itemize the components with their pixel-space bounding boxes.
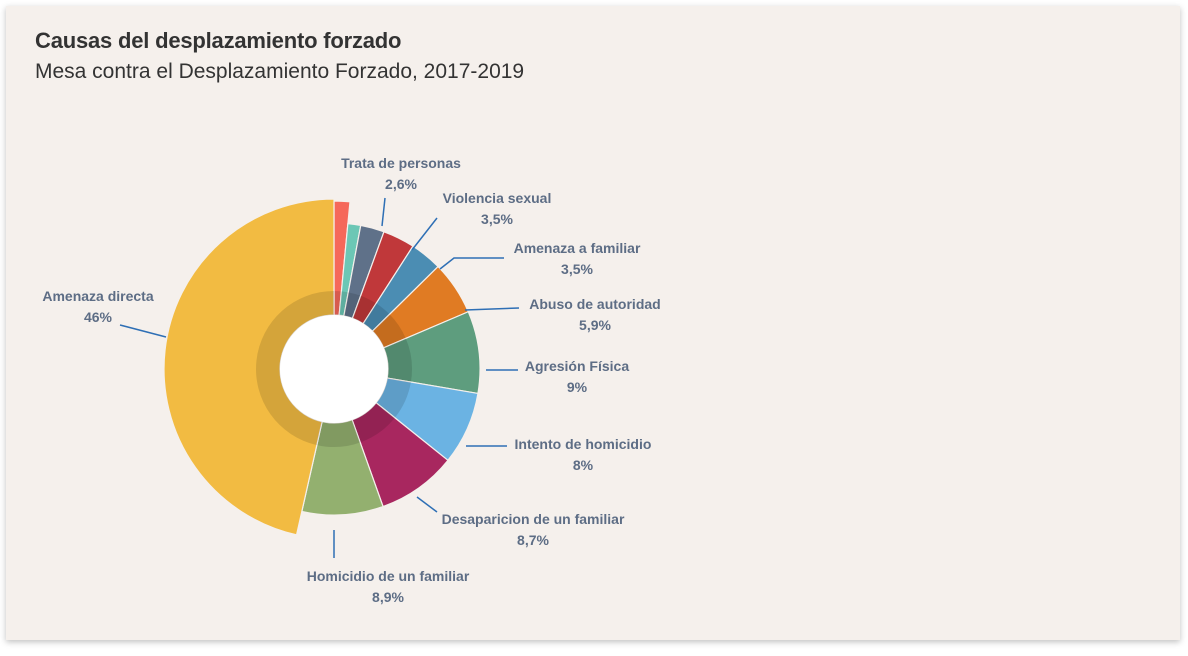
- leader-line: [439, 257, 504, 270]
- pie-slices: [163, 198, 481, 536]
- leader-line: [119, 324, 167, 338]
- slice-label: Homicidio de un familiar: [307, 568, 470, 584]
- slice-value-label: 8,9%: [372, 589, 404, 605]
- chart-subtitle: Mesa contra el Desplazamiento Forzado, 2…: [35, 60, 525, 83]
- pie-slice-inner-band: [352, 295, 377, 324]
- leader-line: [416, 496, 438, 513]
- slice-value-label: 8%: [573, 457, 594, 473]
- slice-label: Abuso de autoridad: [529, 296, 660, 312]
- slice-label: Amenaza directa: [42, 288, 153, 304]
- slice-label: Intento de homicidio: [515, 436, 652, 452]
- pie-slice-inner-band: [372, 314, 406, 348]
- slice-value-label: 3,5%: [561, 261, 593, 277]
- pie-slice-inner-band: [316, 419, 361, 447]
- slice-label: Violencia sexual: [443, 190, 552, 206]
- slice-label: Trata de personas: [341, 155, 461, 171]
- pie-slice-inner-band: [343, 292, 361, 319]
- slice-label: Amenaza a familiar: [514, 240, 641, 256]
- slice-value-label: 8,7%: [517, 532, 549, 548]
- chart-title: Causas del desplazamiento forzado: [35, 28, 402, 53]
- pie-center-hole: [280, 315, 388, 423]
- pie-slice-inner-band: [339, 291, 349, 316]
- slice-value-label: 46%: [84, 309, 113, 325]
- pie-slice-inner-band: [376, 378, 411, 418]
- pie-slice-inner-band: [352, 402, 395, 443]
- pie-slice-inner-band: [255, 291, 334, 446]
- pie-slice-inner-band: [363, 303, 390, 332]
- pie-slice-inner-band: [383, 338, 412, 383]
- leader-line: [381, 197, 386, 227]
- leader-line: [464, 307, 520, 311]
- slice-value-label: 5,9%: [579, 317, 611, 333]
- slice-label: Desaparicion de un familiar: [442, 511, 625, 527]
- slice-value-label: 3,5%: [481, 211, 513, 227]
- slice-value-label: 2,6%: [385, 176, 417, 192]
- slice-value-label: 9%: [567, 379, 588, 395]
- leader-line: [411, 217, 438, 251]
- slice-label: Agresión Física: [525, 358, 629, 374]
